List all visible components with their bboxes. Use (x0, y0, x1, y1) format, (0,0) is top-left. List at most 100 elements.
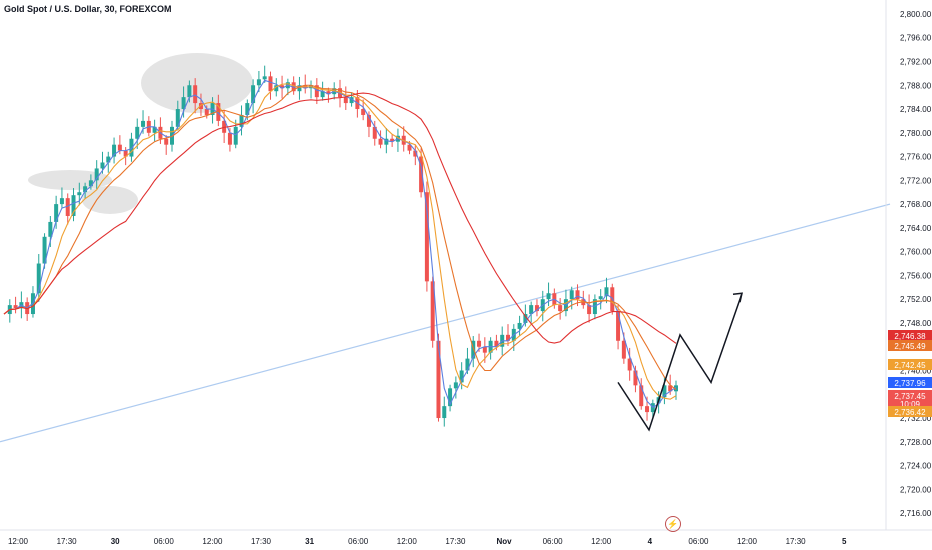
candle-body (42, 236, 47, 264)
chart-title: Gold Spot / U.S. Dollar, 30, FOREXCOM (4, 4, 172, 14)
y-tick-label: 2,792.00 (900, 57, 932, 66)
candle-body (465, 358, 470, 371)
x-tick-label: 30 (111, 537, 120, 546)
candle-body (274, 85, 279, 92)
candle-body (181, 97, 186, 110)
candle-body (378, 138, 383, 145)
highlight-ellipse (82, 186, 138, 214)
candle-body (314, 85, 319, 98)
candle-body (193, 85, 198, 104)
candle-body (575, 290, 580, 300)
candle-body (77, 192, 82, 196)
candle-body (384, 138, 389, 145)
candle-body (436, 340, 441, 419)
y-tick-label: 2,764.00 (900, 224, 932, 233)
candle-body (100, 162, 105, 169)
highlight-ellipse (28, 170, 112, 190)
candle-body (297, 85, 302, 92)
candle-body (349, 97, 354, 104)
candle-body (621, 340, 626, 359)
x-tick-label: 17:30 (57, 537, 78, 546)
y-tick-label: 2,724.00 (900, 462, 932, 471)
candle-body (141, 120, 146, 127)
y-tick-label: 2,756.00 (900, 271, 932, 280)
candle-body (280, 85, 285, 89)
candle-body (245, 103, 250, 115)
highlight-ellipse (141, 53, 253, 113)
x-tick-label: 17:30 (251, 537, 272, 546)
x-tick-label: 06:00 (688, 537, 709, 546)
candle-body (54, 204, 59, 222)
candle-body (94, 168, 99, 181)
trendline[interactable] (0, 203, 891, 443)
candle-body (187, 85, 192, 98)
x-tick-label: 12:00 (591, 537, 612, 546)
candle-body (117, 144, 122, 151)
candle-body (494, 340, 499, 347)
candle-body (36, 263, 41, 294)
candle-body (430, 281, 435, 341)
candle-body (233, 126, 238, 145)
x-tick-label: 06:00 (154, 537, 175, 546)
candle-body (326, 91, 331, 95)
candle-body (65, 198, 70, 216)
y-tick-label: 2,752.00 (900, 295, 932, 304)
candle-body (320, 91, 325, 98)
price-tag (888, 377, 932, 388)
price-tag (888, 359, 932, 370)
projection-path[interactable] (617, 292, 743, 432)
candle-body (106, 156, 111, 163)
candle-body (135, 126, 140, 139)
candle-body (366, 114, 371, 127)
candle-body (529, 305, 534, 315)
candle-body (523, 314, 528, 323)
x-tick-label: 06:00 (348, 537, 369, 546)
lightning-bolt-icon[interactable]: ⚡ (665, 516, 681, 532)
candle-body (268, 76, 273, 92)
price-tag-label: 2,737.45 (894, 392, 926, 401)
y-tick-label: 2,740.00 (900, 366, 932, 375)
price-tag-label: 2,746.38 (894, 332, 926, 341)
price-tag-label: 2,737.96 (894, 379, 926, 388)
candle-body (546, 293, 551, 300)
x-tick-label: 12:00 (202, 537, 223, 546)
y-tick-label: 2,732.00 (900, 414, 932, 423)
candle-body (123, 150, 128, 157)
price-tag (888, 340, 932, 351)
candle-body (477, 340, 482, 347)
candle-body (558, 305, 563, 312)
candle-body (239, 114, 244, 127)
x-tick-label: 06:00 (543, 537, 564, 546)
candle-body (482, 346, 487, 353)
y-axis: 2,800.00 2,796.00 2,792.00 2,788.00 2,784.00… (885, 0, 932, 530)
candles (7, 65, 678, 427)
x-tick-label: 17:30 (445, 537, 466, 546)
candle-body (343, 97, 348, 104)
candle-body (453, 382, 458, 389)
x-tick-label: 12:00 (737, 537, 758, 546)
y-tick-label: 2,728.00 (900, 438, 932, 447)
candle-body (674, 385, 678, 392)
x-tick-label: 12:00 (8, 537, 29, 546)
projection-arrowhead (732, 292, 743, 303)
price-tags: 2,746.382,745.49 2,742.45 2,737.96 2,737.45… (888, 330, 932, 417)
candle-body (569, 290, 574, 300)
candle-body (390, 138, 395, 142)
candle-body (361, 109, 366, 115)
candle-body (198, 103, 203, 110)
candle-body (604, 287, 609, 297)
candle-body (442, 406, 447, 419)
price-tag-label: 2,742.45 (894, 361, 926, 370)
y-tick-label: 2,760.00 (900, 248, 932, 257)
candle-body (13, 305, 18, 309)
moving-average-line (3, 92, 677, 344)
candle-body (633, 370, 638, 386)
candle-body (152, 126, 157, 133)
price-tag-label: 2,736.42 (894, 408, 926, 417)
candle-body (424, 192, 429, 282)
candle-body (645, 406, 650, 413)
candle-body (71, 195, 76, 216)
candle-body (83, 186, 88, 193)
candle-body (419, 156, 424, 193)
